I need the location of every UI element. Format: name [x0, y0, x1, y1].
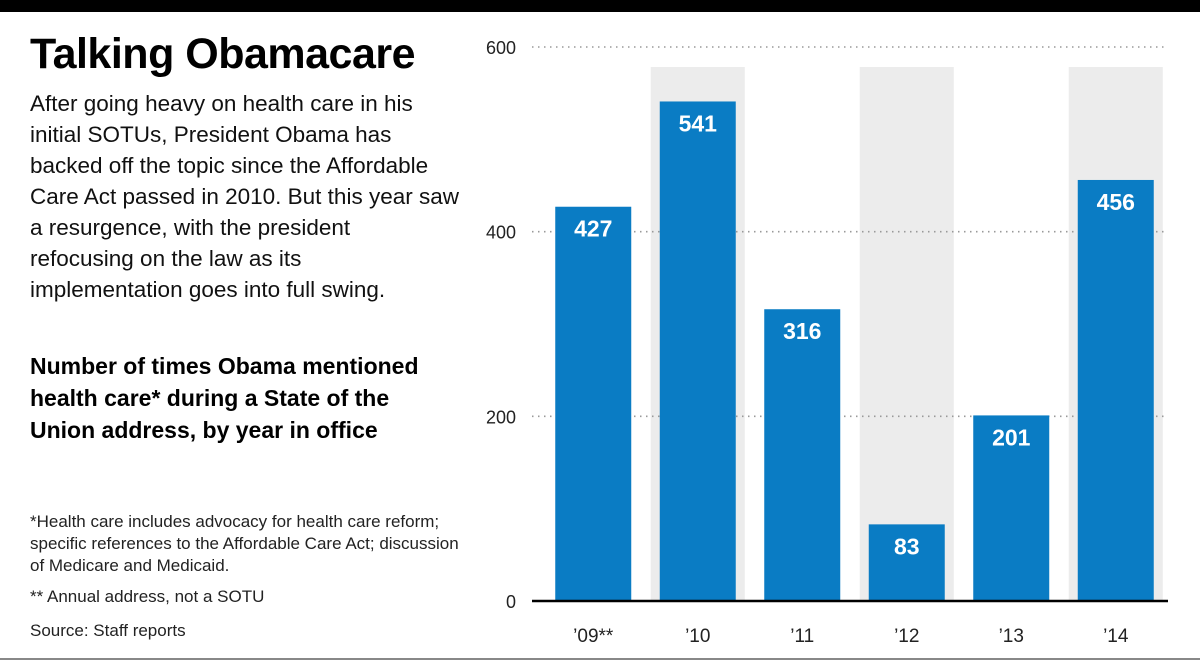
y-tick-label: 200 — [486, 407, 516, 427]
y-tick-label: 600 — [486, 38, 516, 58]
bar-value-label: 83 — [894, 533, 920, 559]
x-tick-label: ’13 — [999, 626, 1024, 647]
footnote-annual-address: ** Annual address, not a SOTU — [30, 587, 265, 606]
bar — [868, 524, 945, 601]
bar — [1077, 179, 1154, 601]
bar-value-label: 456 — [1097, 189, 1135, 215]
headline: Talking Obamacare — [30, 30, 416, 78]
chart-title: Number of times Obama mentioned health c… — [30, 353, 419, 443]
intro-text: After going heavy on health care in his … — [30, 91, 459, 302]
bar-chart: 0 200 400 600 427 ’09** 541 ’10 316 ’11 83 ’12 201 ’1… — [486, 38, 1168, 647]
bar-value-label: 541 — [679, 110, 718, 136]
bar — [764, 309, 841, 601]
x-tick-label: ’10 — [685, 626, 710, 647]
x-tick-label: ’14 — [1103, 626, 1129, 647]
bar-value-label: 427 — [574, 216, 612, 242]
source-note: Source: Staff reports — [30, 621, 186, 640]
bottom-rule — [0, 658, 1200, 660]
top-rule — [0, 0, 1200, 12]
x-tick-label: ’12 — [894, 626, 919, 647]
bar — [659, 101, 736, 601]
x-tick-label: ’09** — [573, 626, 614, 647]
bar — [555, 206, 632, 601]
footnote-health-care: *Health care includes advocacy for healt… — [30, 512, 459, 575]
y-tick-label: 0 — [506, 592, 516, 612]
shaded-column — [859, 67, 954, 601]
y-tick-label: 400 — [486, 223, 516, 243]
bar — [973, 415, 1050, 601]
x-tick-label: ’11 — [790, 626, 814, 647]
bar-value-label: 201 — [992, 424, 1031, 450]
bar-value-label: 316 — [783, 318, 821, 344]
